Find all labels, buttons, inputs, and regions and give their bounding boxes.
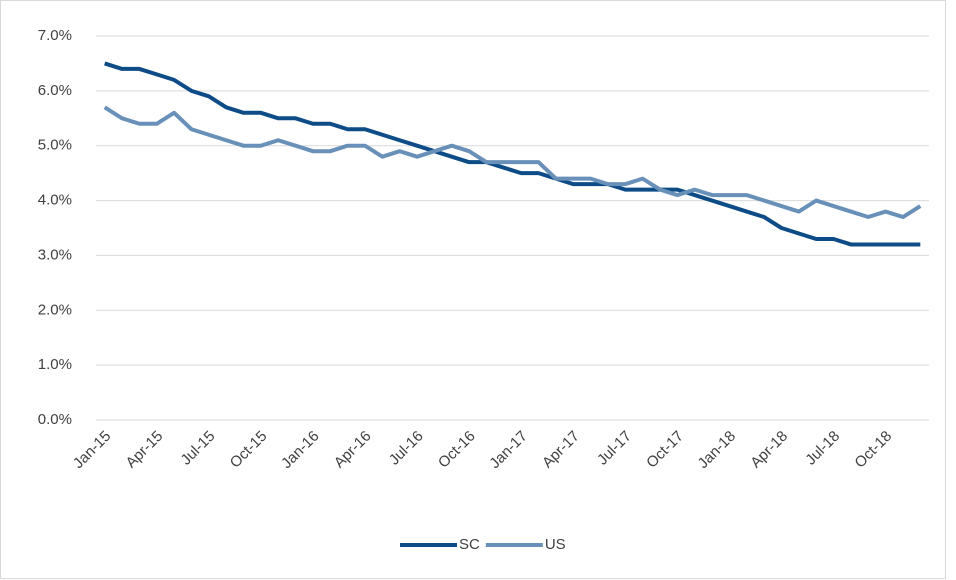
y-tick-label: 1.0% — [38, 356, 72, 373]
line-series — [103, 105, 922, 220]
y-tick-label: 3.0% — [38, 246, 72, 263]
y-tick-label: 5.0% — [38, 137, 72, 154]
line-series — [104, 61, 921, 247]
y-tick-label: 0.0% — [38, 411, 72, 428]
legend-label: SC — [459, 536, 480, 553]
legend-label: US — [545, 536, 566, 553]
y-tick-label: 7.0% — [38, 27, 72, 44]
y-tick-label: 4.0% — [38, 192, 72, 209]
y-tick-label: 2.0% — [38, 301, 72, 318]
y-tick-label: 6.0% — [38, 82, 72, 99]
